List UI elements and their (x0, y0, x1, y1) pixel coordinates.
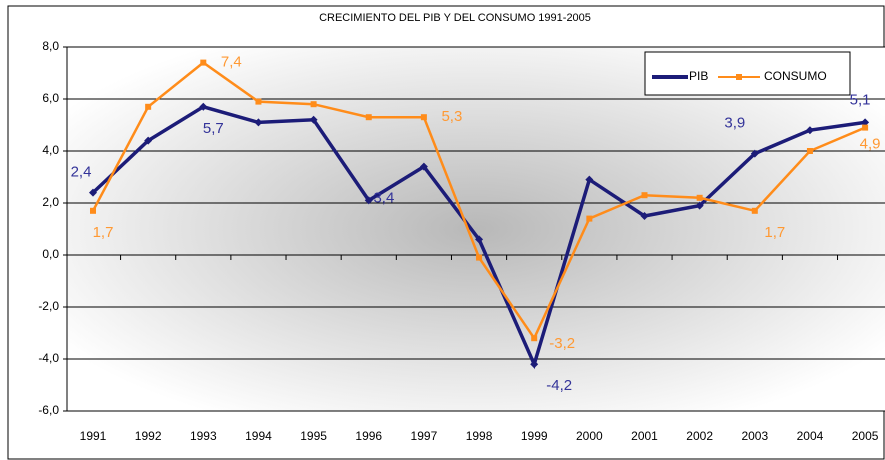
plot-area (67, 47, 885, 411)
marker (476, 254, 483, 261)
y-tick-label: 4,0 (42, 143, 59, 157)
marker (364, 196, 373, 205)
x-tick-label: 1992 (135, 429, 162, 443)
y-tick-label: 2,0 (42, 195, 59, 209)
data-label: 4,9 (860, 136, 881, 153)
marker (254, 118, 263, 127)
marker (420, 114, 427, 121)
marker (805, 126, 814, 135)
marker (419, 162, 428, 171)
x-tick-label: 1999 (521, 429, 548, 443)
marker (365, 114, 372, 121)
y-tick-label: -2,0 (38, 299, 59, 313)
marker (641, 192, 648, 199)
data-label: -3,2 (549, 335, 575, 352)
data-label: 2,4 (71, 164, 92, 181)
x-tick-label: 1995 (300, 429, 327, 443)
x-tick-label: 1996 (355, 429, 382, 443)
legend-label: CONSUMO (764, 69, 827, 83)
data-label: 1,7 (93, 224, 114, 241)
marker (750, 149, 759, 158)
marker (530, 360, 539, 369)
marker (586, 215, 593, 222)
y-tick-label: -6,0 (38, 403, 59, 417)
marker (751, 207, 758, 214)
data-label: 5,1 (850, 91, 871, 108)
data-label: 3,4 (373, 190, 394, 207)
marker (585, 175, 594, 184)
marker (144, 136, 153, 145)
legend: PIB CONSUMO (644, 51, 851, 96)
marker (309, 115, 318, 124)
x-tick-label: 1991 (80, 429, 107, 443)
marker (806, 148, 813, 154)
marker (696, 194, 703, 201)
marker (862, 124, 869, 131)
data-label: 5,7 (203, 120, 224, 137)
y-tick-label: 6,0 (42, 91, 59, 105)
x-tick-label: 1993 (190, 429, 217, 443)
y-tick-label: 8,0 (42, 39, 59, 53)
plot: -6,0 -4,0 -2,0 0,0 2,0 4,0 6,0 8,0 1991 1992 1993 1… (38, 39, 885, 443)
marker (89, 188, 97, 197)
marker (90, 207, 96, 214)
data-label: -4,2 (546, 377, 572, 394)
legend-label: PIB (689, 69, 708, 83)
x-tick-label: 1997 (411, 429, 438, 443)
marker (475, 235, 484, 244)
legend-box (644, 51, 851, 96)
data-label: 1,7 (764, 224, 785, 241)
marker (310, 101, 317, 108)
y-tick-label: -4,0 (38, 351, 59, 365)
marker (200, 59, 207, 66)
x-tick-label: 2001 (631, 429, 658, 443)
data-label: 7,4 (221, 54, 242, 71)
marker (531, 335, 538, 342)
x-tick-label: 2004 (797, 429, 824, 443)
x-tick-label: 1998 (466, 429, 493, 443)
data-label: 3,9 (724, 115, 745, 132)
x-tick-label: 2005 (852, 429, 879, 443)
x-tick-label: 2002 (686, 429, 713, 443)
marker (861, 118, 870, 127)
x-tick-label: 2003 (741, 429, 768, 443)
chart-title: CRECIMIENTO DEL PIB Y DEL CONSUMO 1991-2… (319, 12, 591, 24)
marker (640, 212, 649, 220)
marker (695, 201, 704, 210)
x-tick-label: 1994 (245, 429, 272, 443)
x-tick-label: 2000 (576, 429, 603, 443)
y-tick-label: 0,0 (42, 247, 59, 261)
marker (199, 102, 208, 111)
marker (145, 103, 152, 110)
marker (255, 98, 262, 105)
data-label: 5,3 (441, 108, 462, 125)
legend-marker (736, 74, 742, 80)
